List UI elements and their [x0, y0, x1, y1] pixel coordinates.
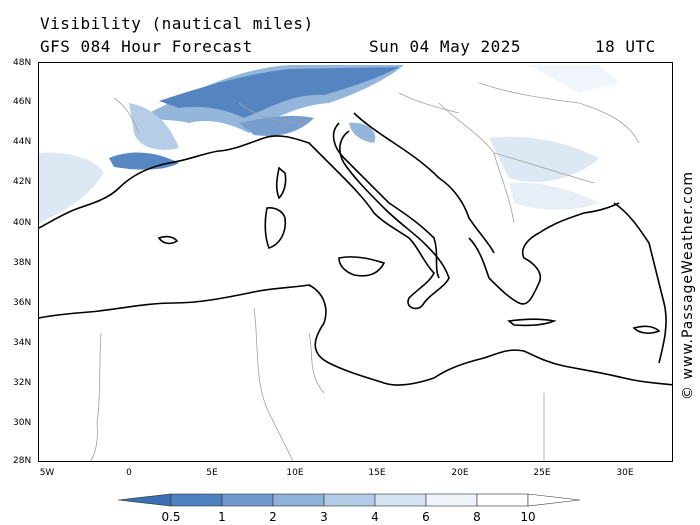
turkey-coast — [613, 202, 667, 364]
colorbar — [118, 493, 581, 507]
colorbar-label-4: 4 — [371, 510, 379, 524]
colorbar-label-8: 8 — [473, 510, 481, 524]
lon-tick-5e: 5E — [206, 468, 218, 478]
alps-very-low-vis-area — [159, 67, 399, 118]
lat-tick-48n: 48N — [13, 58, 32, 68]
balkans-vis-area — [489, 136, 599, 182]
colorbar-segment — [374, 493, 427, 507]
north-africa-coast — [39, 284, 672, 386]
lat-tick-36n: 36N — [13, 298, 32, 308]
map-panel — [38, 62, 673, 462]
po-valley-vis-area — [239, 115, 314, 136]
lon-tick-0: 0 — [126, 468, 132, 478]
colorbar-segment — [170, 493, 223, 507]
lat-tick-34n: 34N — [13, 338, 32, 348]
lon-tick-30e: 30E — [616, 468, 634, 478]
sardinia — [264, 207, 287, 249]
adriatic-coast — [353, 112, 495, 254]
france-south-vis-area — [129, 103, 179, 150]
greece-coast — [468, 202, 620, 305]
map-title: Visibility (nautical miles) — [40, 14, 314, 33]
coastlines — [39, 112, 672, 386]
colorbar-label-1: 1 — [218, 510, 226, 524]
lat-tick-42n: 42N — [13, 177, 32, 187]
colorbar-segment — [221, 493, 274, 507]
colorbar-low-arrow — [118, 493, 172, 507]
colorbar-high-arrow — [527, 493, 581, 507]
gulf-lion-vis-area — [109, 152, 179, 170]
visibility-shading — [39, 65, 619, 223]
lat-tick-28n: 28N — [13, 456, 32, 466]
lat-tick-38n: 38N — [13, 258, 32, 268]
lat-tick-40n: 40N — [13, 218, 32, 228]
lat-tick-30n: 30N — [13, 418, 32, 428]
lon-tick-20e: 20E — [451, 468, 469, 478]
lon-tick-15e: 15E — [368, 468, 386, 478]
sicily — [338, 256, 386, 277]
cyprus — [632, 325, 661, 334]
crete — [507, 318, 557, 327]
country-borders — [90, 82, 640, 461]
watermark-text: © www.PassageWeather.com — [680, 170, 696, 400]
colorbar-segment — [476, 493, 529, 507]
colorbar-label-3: 3 — [320, 510, 328, 524]
iberia-vis-area — [39, 152, 104, 223]
adriatic-vis-area — [349, 122, 376, 143]
corsica — [275, 166, 287, 200]
lon-tick-5w: 5W — [39, 468, 55, 478]
lon-tick-25e: 25E — [533, 468, 551, 478]
lat-tick-32n: 32N — [13, 378, 32, 388]
turkey-vis-area — [509, 182, 599, 210]
colorbar-segment — [425, 493, 478, 507]
lon-tick-10e: 10E — [286, 468, 304, 478]
spain-coast — [39, 130, 450, 310]
forecast-label: GFS 084 Hour Forecast — [40, 37, 253, 56]
map-canvas — [39, 65, 672, 461]
colorbar-segment — [323, 493, 376, 507]
forecast-time: 18 UTC — [595, 37, 656, 56]
forecast-date: Sun 04 May 2025 — [369, 37, 521, 56]
colorbar-label-10: 10 — [520, 510, 536, 524]
lat-tick-46n: 46N — [13, 97, 32, 107]
colorbar-label-6: 6 — [422, 510, 430, 524]
balearics — [157, 235, 179, 245]
colorbar-segment — [272, 493, 325, 507]
italy-boot — [332, 122, 440, 279]
colorbar-label-0-5: 0.5 — [161, 510, 181, 524]
lat-tick-44n: 44N — [13, 137, 32, 147]
east-vis-area — [529, 65, 619, 93]
colorbar-label-2: 2 — [269, 510, 277, 524]
